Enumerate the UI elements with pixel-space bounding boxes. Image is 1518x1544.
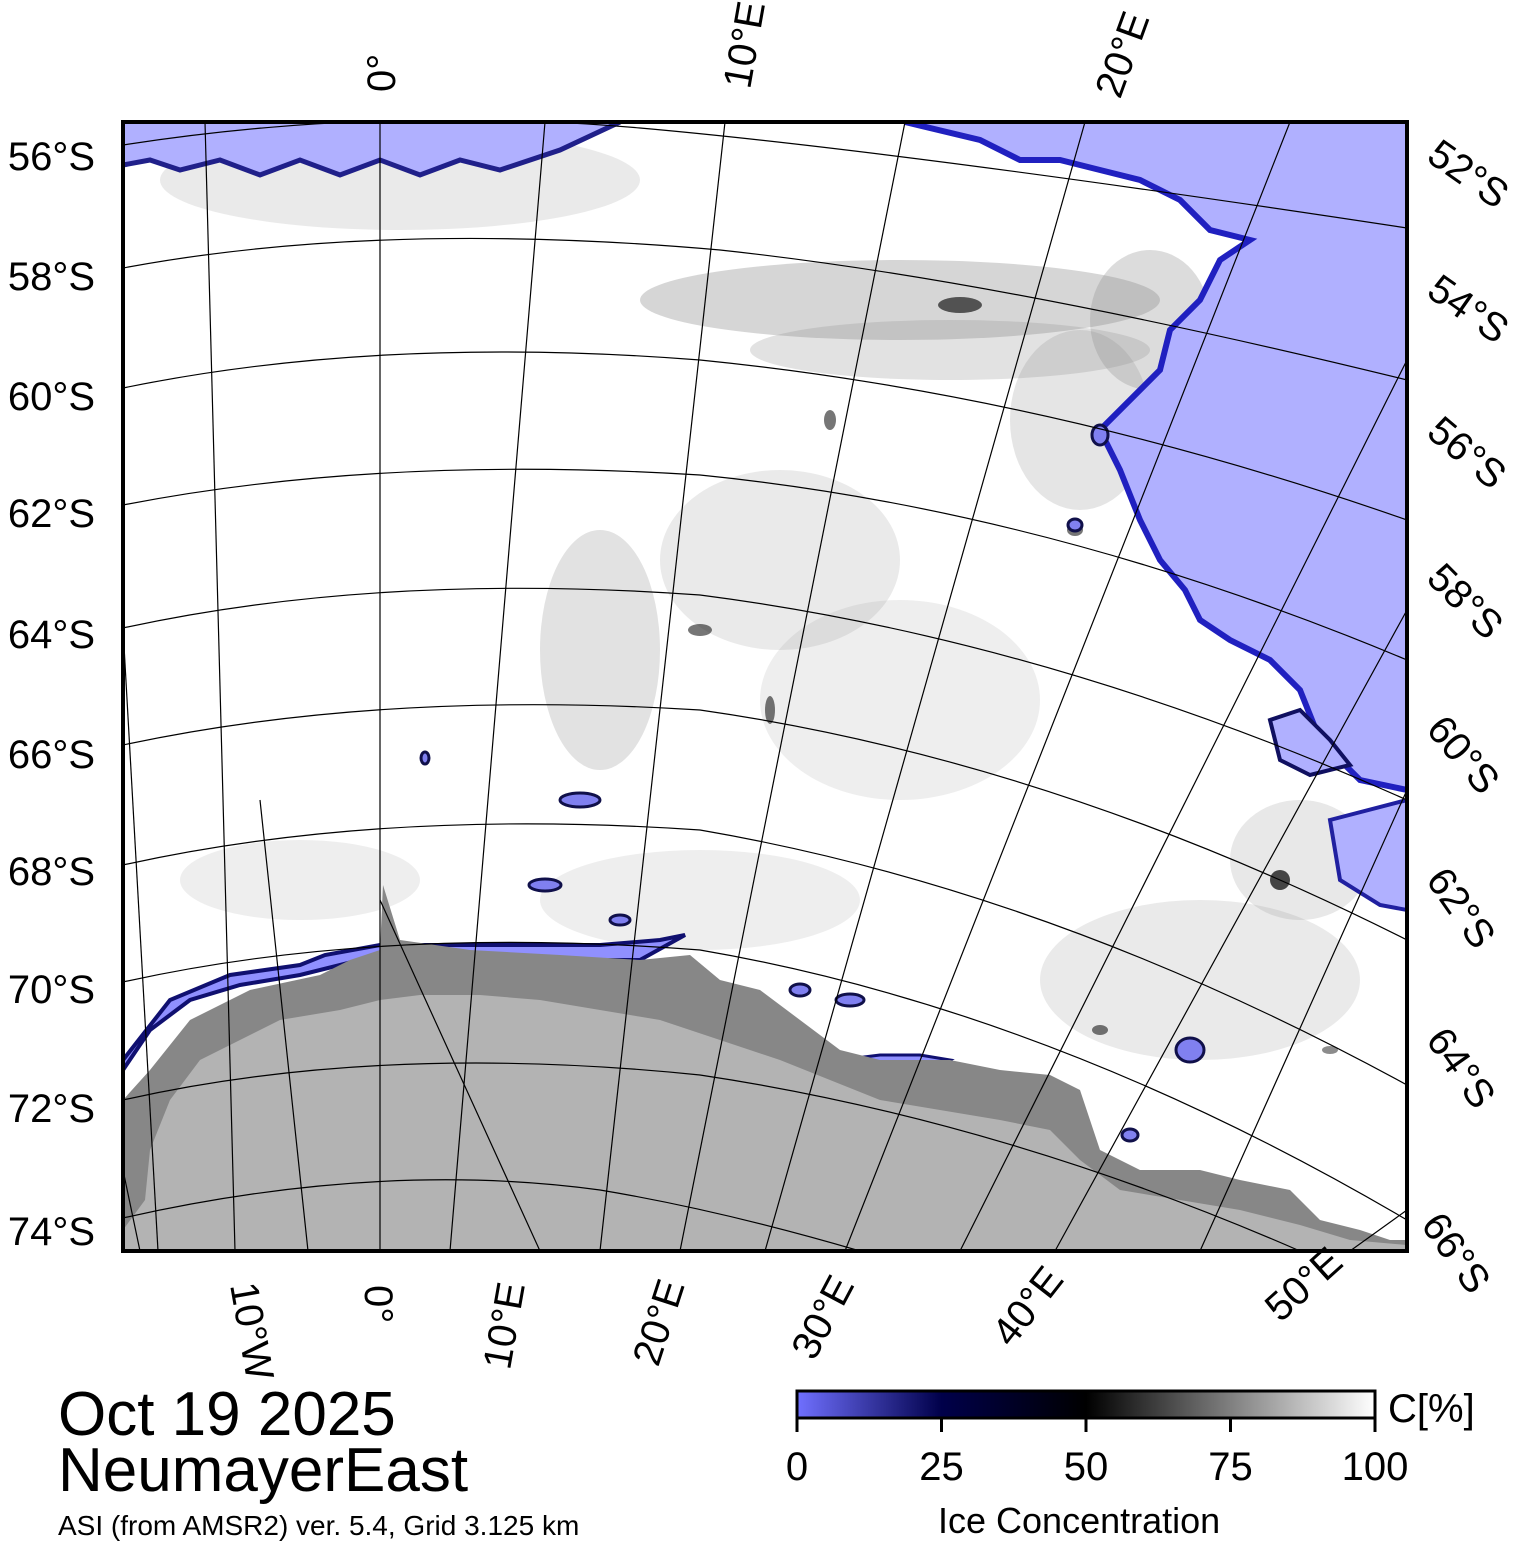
date-label: Oct 19 2025 <box>58 1380 396 1449</box>
lon-label: 20°E <box>625 1274 694 1371</box>
lat-label: 60°S <box>1418 708 1508 803</box>
lat-labels-right: 52°S 54°S 56°S 58°S 60°S 62°S 64°S 66°S <box>1413 131 1517 1301</box>
lat-label: 56°S <box>8 135 95 179</box>
lon-label: 0° <box>360 54 404 92</box>
lat-label: 52°S <box>1420 131 1517 217</box>
colorbar-tick: 50 <box>1064 1445 1109 1489</box>
lon-labels-top: 0° 10°E 20°E <box>360 0 1158 103</box>
lat-label: 58°S <box>1419 555 1512 648</box>
lon-label: 10°E <box>475 1279 533 1372</box>
lat-label: 66°S <box>1413 1205 1499 1302</box>
lat-label: 64°S <box>8 613 95 657</box>
colorbar-gradient <box>795 1389 1377 1420</box>
lat-label: 66°S <box>8 733 95 777</box>
lat-label: 58°S <box>8 255 95 299</box>
source-label: ASI (from AMSR2) ver. 5.4, Grid 3.125 km <box>58 1510 580 1541</box>
ice-texture <box>160 130 1370 1060</box>
colorbar-tick: 75 <box>1208 1445 1253 1489</box>
lat-label: 54°S <box>1420 266 1517 352</box>
open-water <box>905 122 1407 790</box>
lat-label: 70°S <box>8 968 95 1012</box>
lat-label: 62°S <box>8 492 95 536</box>
lon-label: 30°E <box>783 1269 863 1367</box>
colorbar-unit: C[%] <box>1388 1387 1475 1431</box>
open-water-north <box>123 122 620 175</box>
lat-labels-left: 56°S 58°S 60°S 62°S 64°S 66°S 68°S 70°S … <box>8 135 95 1254</box>
lat-label: 74°S <box>8 1210 95 1254</box>
antarctic-continent <box>123 995 1407 1251</box>
graticule-parallels <box>123 122 1407 1251</box>
region-label: NeumayerEast <box>58 1436 469 1505</box>
lon-label: 10°E <box>716 0 774 92</box>
lat-label: 60°S <box>8 375 95 419</box>
lon-label: 10°W <box>221 1279 281 1384</box>
colorbar: 0 25 50 75 100 C[%] <box>786 1387 1475 1489</box>
colorbar-tick: 0 <box>786 1445 808 1489</box>
lat-label: 64°S <box>1418 1020 1504 1117</box>
lon-labels-bottom: 10°W 0° 10°E 20°E 30°E 40°E 50°E <box>221 1239 1351 1384</box>
polynyas <box>419 423 1206 1143</box>
ice-edge <box>904 122 1407 793</box>
map-frame <box>121 120 1409 1253</box>
lat-label: 68°S <box>8 850 95 894</box>
colorbar-title: Ice Concentration <box>938 1500 1221 1541</box>
colorbar-tick: 25 <box>919 1445 964 1489</box>
colorbar-tick: 100 <box>1342 1445 1409 1489</box>
lat-label: 62°S <box>1418 860 1504 957</box>
lon-label: 0° <box>356 1285 400 1323</box>
lat-label: 56°S <box>1419 408 1514 498</box>
graticule-meridians <box>123 122 1407 1251</box>
lon-label: 20°E <box>1087 6 1158 103</box>
lat-label: 72°S <box>8 1087 95 1131</box>
lon-label: 40°E <box>984 1258 1072 1354</box>
